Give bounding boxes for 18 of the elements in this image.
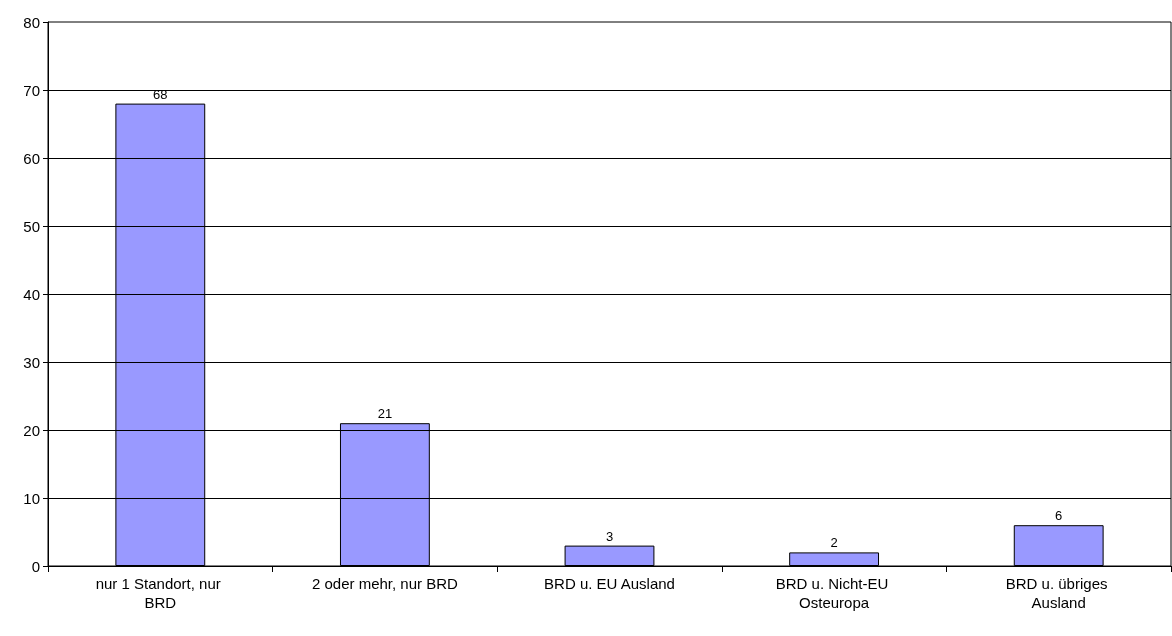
data-label: 2 <box>830 535 838 551</box>
x-tick-label: nur 1 Standort, nur BRD <box>95 575 225 611</box>
y-tick-label: 70 <box>23 81 40 99</box>
y-tick-label: 0 <box>31 557 40 575</box>
y-tick-label: 60 <box>23 149 40 167</box>
y-tick-label: 40 <box>23 285 40 303</box>
y-tick-label: 30 <box>23 353 40 371</box>
y-tick-label: 50 <box>23 217 40 235</box>
data-label: 6 <box>1055 508 1063 524</box>
y-tick-label: 80 <box>23 13 40 31</box>
x-tick-label: BRD u. übriges Ausland <box>1005 575 1112 611</box>
y-tick-label: 20 <box>23 421 40 439</box>
data-label: 21 <box>377 406 393 422</box>
x-tick-label: BRD u. EU Ausland <box>544 575 675 592</box>
x-tick-label: BRD u. Nicht-EU Osteuropa <box>775 575 893 611</box>
data-label: 3 <box>605 528 614 544</box>
x-tick-label: 2 oder mehr, nur BRD <box>311 575 459 592</box>
y-tick-label: 10 <box>23 489 40 507</box>
